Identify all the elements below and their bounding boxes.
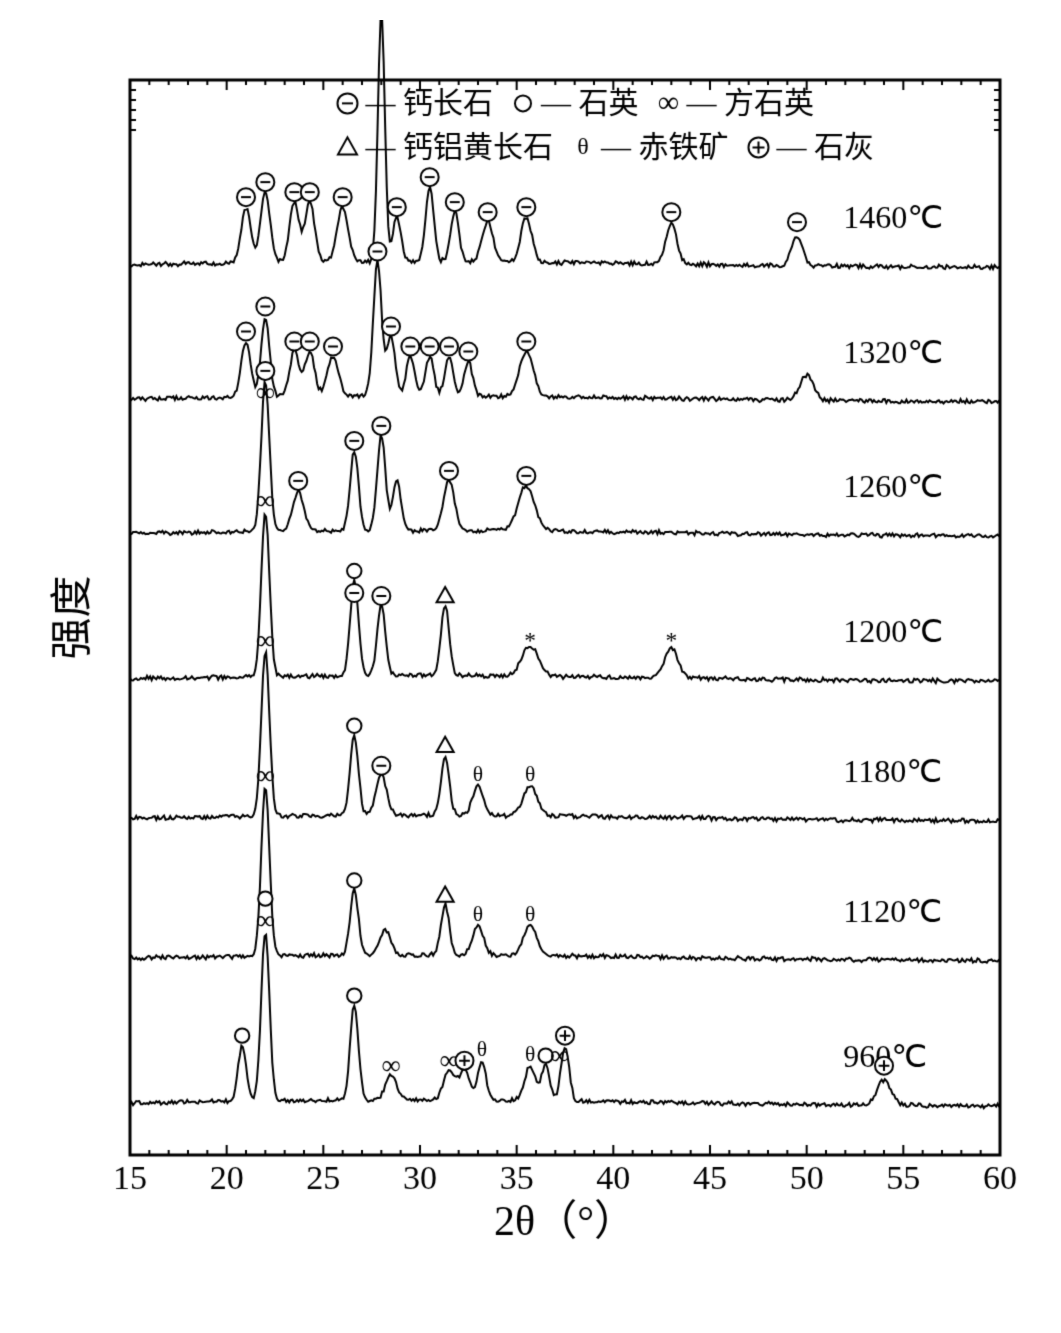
- xrd-stacked-chart: [0, 20, 1061, 1313]
